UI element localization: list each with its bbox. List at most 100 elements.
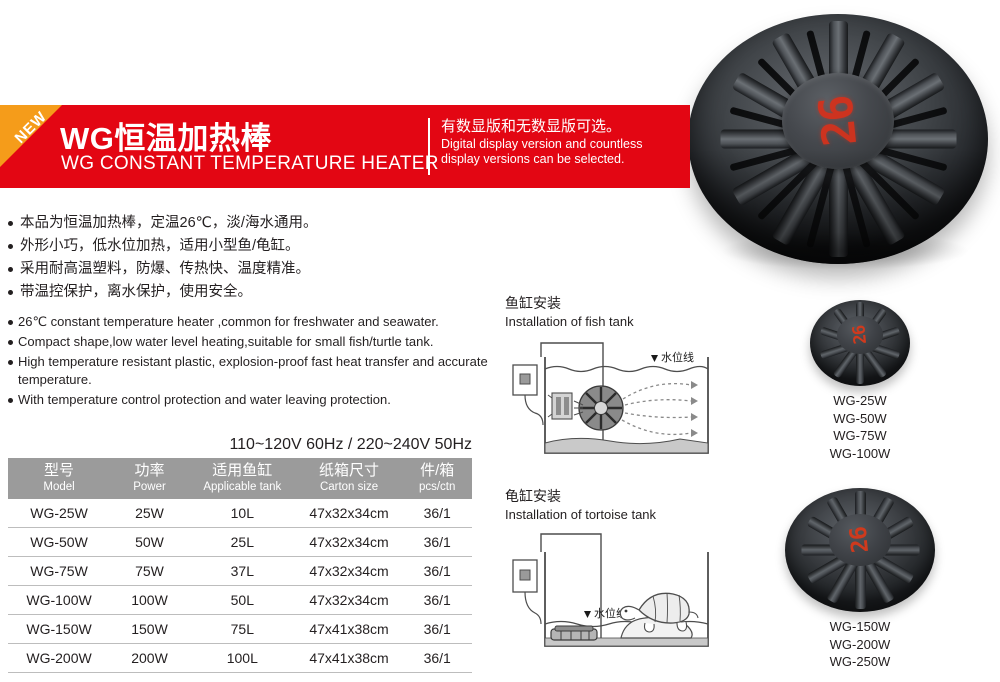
cell-pcs: 36/1 <box>402 643 472 674</box>
variant-image-small: 26 <box>775 300 945 386</box>
variant-image-large: 26 <box>760 488 960 612</box>
banner-divider <box>428 118 430 175</box>
tortoise-tank-illustration: 水位线 <box>512 533 709 647</box>
bullet-icon <box>8 360 13 365</box>
cell-tank: 75L <box>188 614 296 645</box>
cell-model: WG-150W <box>8 614 111 645</box>
column-header-pcs-per-ctn: 件/箱 pcs/ctn <box>402 458 472 500</box>
feature-text: With temperature control protection and … <box>18 392 391 407</box>
column-header-cn: 适用鱼缸 <box>212 462 273 479</box>
cell-pcs: 36/1 <box>402 673 472 682</box>
cell-model: WG-25W <box>8 499 111 529</box>
variant-model-labels: WG-150W WG-200W WG-250W <box>760 618 960 671</box>
cell-power: 250W <box>110 673 189 682</box>
table-row: WG-100W 100W 50L 47x32x34cm 36/1 <box>8 585 472 616</box>
cell-tank: 120L <box>189 673 296 682</box>
diagram-title-en: Installation of tortoise tank <box>505 507 657 522</box>
cell-power: 100W <box>110 585 189 616</box>
variant-model: WG-75W <box>833 428 887 443</box>
heater-disc-graphic: 26 <box>688 14 988 264</box>
digital-display-panel-large: 26 <box>829 514 891 566</box>
cell-carton: 47x32x34cm <box>295 556 403 587</box>
heater-disc-graphic-large: 26 <box>785 488 935 612</box>
cell-pcs: 36/1 <box>402 585 472 616</box>
column-header-en: pcs/ctn <box>418 480 456 493</box>
column-header-cn: 件/箱 <box>420 462 455 479</box>
column-header-en: Power <box>133 480 166 493</box>
variant-model: WG-250W <box>829 654 891 669</box>
cell-power: 200W <box>110 643 189 674</box>
feature-item-cn: 采用耐高温塑料，防爆、传热快、温度精准。 <box>8 258 493 281</box>
title-banner: NEW WG恒温加热棒 WG CONSTANT TEMPERATURE HEAT… <box>0 105 690 188</box>
cell-carton: 47x41x38cm <box>296 673 403 682</box>
column-header-en: Carton size <box>319 480 379 493</box>
diagram-title-cn: 龟缸安装 <box>505 488 561 504</box>
table-row: WG-25W 25W 10L 47x32x34cm 36/1 <box>8 499 472 529</box>
digital-display-panel: 26 <box>782 73 894 169</box>
feature-text: 26℃ constant temperature heater ,common … <box>18 314 439 329</box>
cell-power: 25W <box>110 499 189 529</box>
bullet-icon <box>8 320 13 325</box>
table-row: WG-200W 200W 100L 47x41x38cm 36/1 <box>8 643 472 674</box>
waterline-label-text: 水位线 <box>661 350 694 364</box>
diagram-fish-tank: 鱼缸安装 Installation of fish tank 水位线 <box>505 294 720 465</box>
cell-pcs: 36/1 <box>402 527 472 558</box>
cell-model: WG-50W <box>8 527 111 558</box>
new-ribbon-triangle <box>0 105 62 167</box>
cell-power: 150W <box>110 614 189 645</box>
variant-model: WG-50W <box>833 410 887 426</box>
column-header-model: 型号 Model <box>8 458 111 500</box>
bullet-icon <box>8 290 13 295</box>
feature-text: Compact shape,low water level heating,su… <box>18 334 434 349</box>
feature-list: 本品为恒温加热棒，定温26℃，淡/海水通用。 外形小巧，低水位加热，适用小型鱼/… <box>8 212 493 409</box>
diagram-tortoise-tank: 龟缸安装 Installation of tortoise tank 水位线 <box>505 487 720 658</box>
cell-tank: 100L <box>188 643 296 674</box>
feature-text: 外形小巧，低水位加热，适用小型鱼/龟缸。 <box>20 238 300 254</box>
bullet-icon <box>8 244 13 249</box>
cell-power: 75W <box>110 556 189 587</box>
cell-pcs: 36/1 <box>402 614 472 645</box>
column-header-en: Model <box>43 480 75 493</box>
hero-product-image: 26 <box>660 4 1000 279</box>
diagram-title-cn: 鱼缸安装 <box>505 295 561 311</box>
column-header-en: Applicable tank <box>203 480 282 493</box>
feature-item-en: 26℃ constant temperature heater ,common … <box>8 313 493 331</box>
feature-item-cn: 本品为恒温加热棒，定温26℃，淡/海水通用。 <box>8 212 493 235</box>
variant-group-small: 26 WG-25W WG-50W WG-75W WG-100W <box>775 300 945 462</box>
cell-carton: 47x41x38cm <box>295 643 403 674</box>
variant-model: WG-100W <box>829 445 891 461</box>
feature-item-cn: 外形小巧，低水位加热，适用小型鱼/龟缸。 <box>8 235 493 258</box>
bullet-icon <box>8 398 13 403</box>
feature-item-cn: 带温控保护，离水保护，使用安全。 <box>8 281 493 304</box>
column-header-cn: 功率 <box>134 462 165 479</box>
table-row: WG-75W 75W 37L 47x32x34cm 36/1 <box>8 556 472 587</box>
digital-display-panel-small: 26 <box>837 316 883 354</box>
variant-model: WG-150W <box>829 619 891 634</box>
column-header-cn: 型号 <box>44 462 75 479</box>
variant-model-labels: WG-25W WG-50W WG-75W WG-100W <box>775 392 945 462</box>
cell-carton: 47x32x34cm <box>295 499 403 529</box>
column-header-applicable-tank: 适用鱼缸 Applicable tank <box>188 458 296 500</box>
cell-tank: 37L <box>188 556 296 587</box>
feature-item-en: With temperature control protection and … <box>8 391 493 409</box>
table-row: WG-50W 50W 25L 47x32x34cm 36/1 <box>8 527 472 558</box>
variant-model: WG-200W <box>829 636 891 652</box>
table-row: WG-150W 150W 75L 47x41x38cm 36/1 <box>8 614 472 645</box>
banner-note: 有数显版和无数显版可选。 Digital display version and… <box>441 116 643 167</box>
cell-model: WG-100W <box>8 585 111 616</box>
feature-text: High temperature resistant plastic, expl… <box>18 354 488 387</box>
column-header-cn: 纸箱尺寸 <box>319 462 380 479</box>
cell-model: WG-200W <box>8 643 111 674</box>
cell-model: WG-75W <box>8 556 111 587</box>
cell-carton: 47x41x38cm <box>295 614 403 645</box>
feature-text: 带温控保护，离水保护，使用安全。 <box>20 284 252 300</box>
cell-tank: 10L <box>188 499 296 529</box>
diagram-title-en: Installation of fish tank <box>505 314 634 329</box>
cell-power: 50W <box>110 527 189 558</box>
banner-note-cn: 有数显版和无数显版可选。 <box>441 118 622 135</box>
feature-text: 本品为恒温加热棒，定温26℃，淡/海水通用。 <box>20 215 318 231</box>
table-header-row: 型号 Model 功率 Power 适用鱼缸 Applicable tank 纸… <box>8 458 472 500</box>
feature-item-en: High temperature resistant plastic, expl… <box>8 353 493 389</box>
feature-text: 采用耐高温塑料，防爆、传热快、温度精准。 <box>20 261 310 277</box>
banner-note-en-line1: Digital display version and countless <box>441 137 643 151</box>
